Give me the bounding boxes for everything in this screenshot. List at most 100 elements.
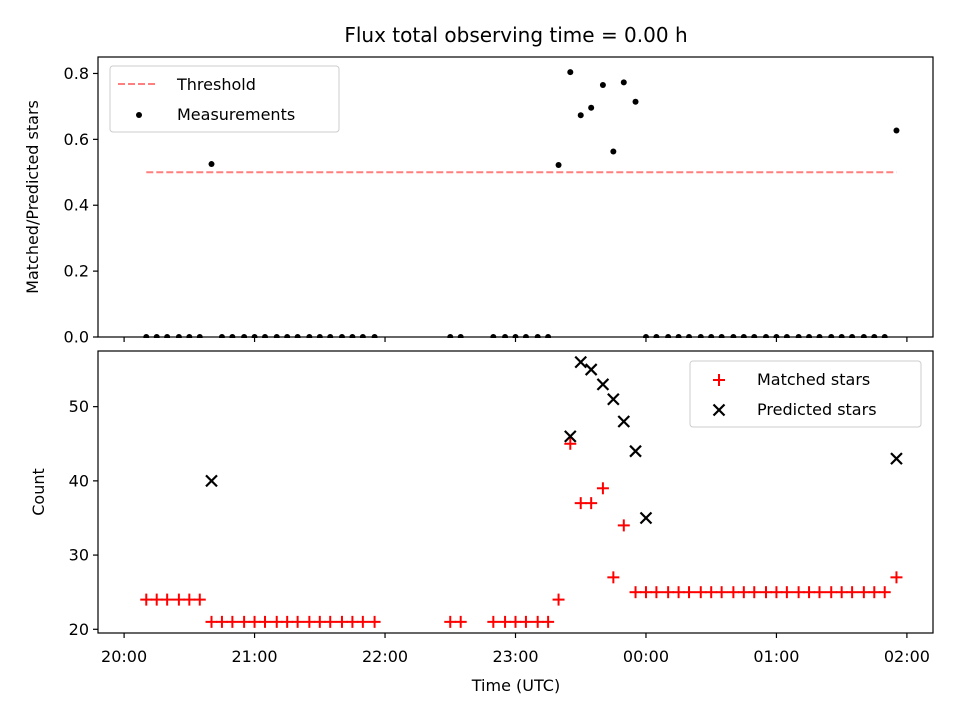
predicted-stars-point xyxy=(205,474,218,488)
matched-stars-point xyxy=(248,615,261,628)
matched-stars-point xyxy=(715,586,728,599)
matched-stars-point xyxy=(313,615,326,628)
matched-stars-point xyxy=(727,586,740,599)
matched-stars-point xyxy=(672,586,685,599)
measurements-point xyxy=(610,148,617,155)
legend-frame xyxy=(689,360,922,428)
x-marker-b xyxy=(617,415,631,428)
matched-stars-point xyxy=(813,586,826,599)
matched-stars-point xyxy=(857,586,870,599)
x-marker-b xyxy=(890,452,903,465)
matched-stars-point xyxy=(454,615,467,628)
x-tick-label: 20:00 xyxy=(101,647,147,666)
measurements-point xyxy=(577,112,584,119)
predicted-stars-point xyxy=(617,415,631,428)
predicted-stars-point xyxy=(607,392,620,406)
measurements-point xyxy=(208,161,215,168)
matched-stars-point xyxy=(552,593,565,606)
matched-stars-point xyxy=(617,519,630,532)
matched-stars-point xyxy=(846,586,859,599)
x-marker-b xyxy=(596,378,610,391)
legend-measurements-handle xyxy=(136,112,142,118)
measurements-point xyxy=(599,82,606,88)
ratio-panel: 0.0 0.2 0.4 0.6 0.8 Matched/Predicted stars Th… xyxy=(23,56,934,347)
matched-stars-point xyxy=(346,615,359,628)
x-marker-b xyxy=(607,392,620,406)
matched-stars-point xyxy=(835,586,848,599)
y-tick-label: 0.4 xyxy=(64,196,89,215)
measurements-point xyxy=(632,98,639,105)
legend-label-predicted: Predicted stars xyxy=(757,400,877,419)
x-marker-b xyxy=(584,363,598,376)
matched-stars-point xyxy=(694,586,707,599)
matched-stars-point xyxy=(792,586,805,599)
matched-stars-point xyxy=(574,497,587,510)
matched-stars-point xyxy=(760,586,772,599)
legend: Matched stars Predicted stars xyxy=(689,360,922,428)
matched-stars-point xyxy=(215,615,228,628)
x-marker-b xyxy=(712,403,726,417)
matched-stars-point xyxy=(487,615,500,628)
matched-stars-point xyxy=(650,586,663,599)
matched-stars-point xyxy=(770,586,783,599)
matched-stars-point xyxy=(825,586,838,599)
matched-stars-point xyxy=(291,615,304,628)
matched-stars-point xyxy=(161,593,174,606)
legend-predicted-handle xyxy=(712,403,726,417)
matched-stars-point xyxy=(172,593,185,606)
legend-matched-handle xyxy=(713,374,725,386)
measurements-point xyxy=(555,162,562,169)
x-marker-b xyxy=(574,355,588,369)
matched-stars-point xyxy=(519,615,532,628)
matched-stars-point xyxy=(150,593,163,606)
y-tick-label: 30 xyxy=(69,546,89,565)
predicted-stars-point xyxy=(890,452,903,465)
y-axis-label: Matched/Predicted stars xyxy=(23,100,42,294)
matched-stars-point xyxy=(737,586,750,599)
predicted-stars-point xyxy=(596,378,610,391)
matched-stars-point xyxy=(890,571,903,584)
legend: Threshold Measurements xyxy=(109,65,340,133)
legend-label-threshold: Threshold xyxy=(176,75,256,94)
matched-stars-point xyxy=(356,615,369,628)
y-tick-label: 20 xyxy=(69,620,89,639)
y-tick-label: 0.6 xyxy=(64,130,89,149)
x-tick-label: 22:00 xyxy=(362,647,408,666)
legend-label-measurements: Measurements xyxy=(177,105,295,124)
x-tick-label: 23:00 xyxy=(492,647,538,666)
matched-stars-point xyxy=(270,615,283,628)
x-tick-label: 02:00 xyxy=(884,647,930,666)
chart-title: Flux total observing time = 0.00 h xyxy=(344,23,687,47)
measurements-point xyxy=(620,79,627,86)
matched-stars-point xyxy=(531,615,544,628)
matched-stars-point xyxy=(183,593,196,606)
matched-stars-point xyxy=(803,586,816,599)
data-layer xyxy=(140,355,903,628)
y-tick-label: 40 xyxy=(69,471,89,490)
predicted-stars-point xyxy=(629,444,642,458)
y-tick-label: 0.2 xyxy=(64,262,89,281)
legend-frame xyxy=(109,65,340,133)
y-tick-label: 0.8 xyxy=(64,64,89,83)
matched-stars-point xyxy=(509,615,522,628)
matched-stars-point xyxy=(639,586,652,599)
y-tick-label: 0.0 xyxy=(64,328,89,347)
matched-stars-point xyxy=(662,586,675,599)
x-axis-label: Time (UTC) xyxy=(471,676,560,695)
matched-stars-point xyxy=(585,497,598,510)
y-axis-label: Count xyxy=(29,468,48,516)
matched-stars-point xyxy=(868,586,881,599)
matched-stars-point xyxy=(140,593,153,606)
matched-stars-point xyxy=(596,482,609,495)
x-tick-label: 21:00 xyxy=(232,647,278,666)
matched-stars-point xyxy=(238,615,251,628)
predicted-stars-point xyxy=(574,355,588,369)
matched-stars-point xyxy=(780,586,793,599)
x-marker-b xyxy=(564,430,577,443)
measurements-point xyxy=(893,127,900,134)
matched-stars-point xyxy=(542,615,555,628)
measurements-point xyxy=(567,69,574,76)
x-marker-b xyxy=(205,474,218,488)
matched-stars-point xyxy=(335,615,348,628)
